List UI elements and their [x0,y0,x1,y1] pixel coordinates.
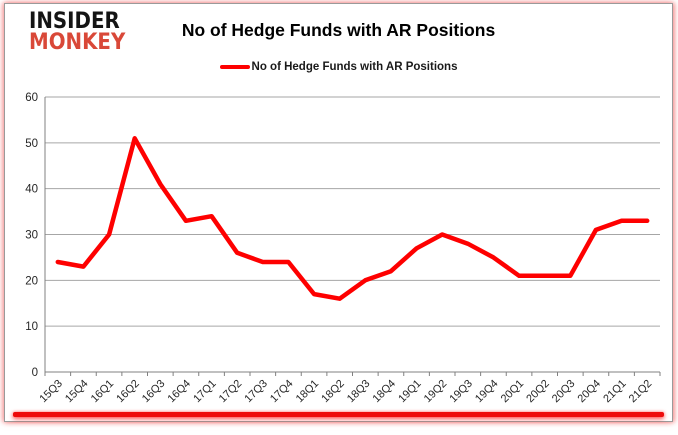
y-tick-label: 60 [25,92,38,104]
x-tick-label: 18Q4 [370,378,398,406]
x-tick-label: 16Q2 [114,378,142,406]
x-tick-label: 19Q1 [396,378,424,406]
y-tick-label: 50 [25,138,38,150]
chart-card: INSIDER MONKEY No of Hedge Funds with AR… [4,3,673,422]
x-tick-label: 19Q4 [473,378,501,406]
x-tick-label: 20Q1 [499,378,527,406]
x-tick-label: 20Q4 [575,378,603,406]
x-tick-label: 15Q3 [37,378,65,406]
y-tick-label: 20 [25,275,38,287]
x-tick-label: 16Q4 [165,378,193,406]
x-tick-label: 16Q1 [89,378,117,406]
y-tick-label: 10 [25,321,38,333]
bottom-red-divider [13,412,664,417]
x-tick-label: 18Q3 [345,378,373,406]
x-tick-label: 17Q4 [268,378,296,406]
line-chart: 010203040506015Q315Q416Q116Q216Q316Q417Q… [5,4,678,435]
x-tick-label: 19Q3 [447,378,475,406]
x-tick-label: 20Q2 [524,378,552,406]
x-tick-label: 17Q1 [191,378,219,406]
x-tick-label: 17Q3 [242,378,270,406]
x-tick-label: 19Q2 [422,378,450,406]
series-line [58,138,647,298]
x-tick-label: 20Q3 [550,378,578,406]
x-tick-label: 17Q2 [217,378,245,406]
x-tick-label: 15Q4 [63,378,91,406]
x-tick-label: 18Q2 [319,378,347,406]
y-tick-label: 0 [32,367,38,379]
y-tick-label: 40 [25,184,38,196]
x-tick-label: 21Q2 [627,378,655,406]
x-tick-label: 16Q3 [140,378,168,406]
y-tick-label: 30 [25,230,38,242]
x-tick-label: 21Q1 [601,378,629,406]
x-tick-label: 18Q1 [294,378,322,406]
